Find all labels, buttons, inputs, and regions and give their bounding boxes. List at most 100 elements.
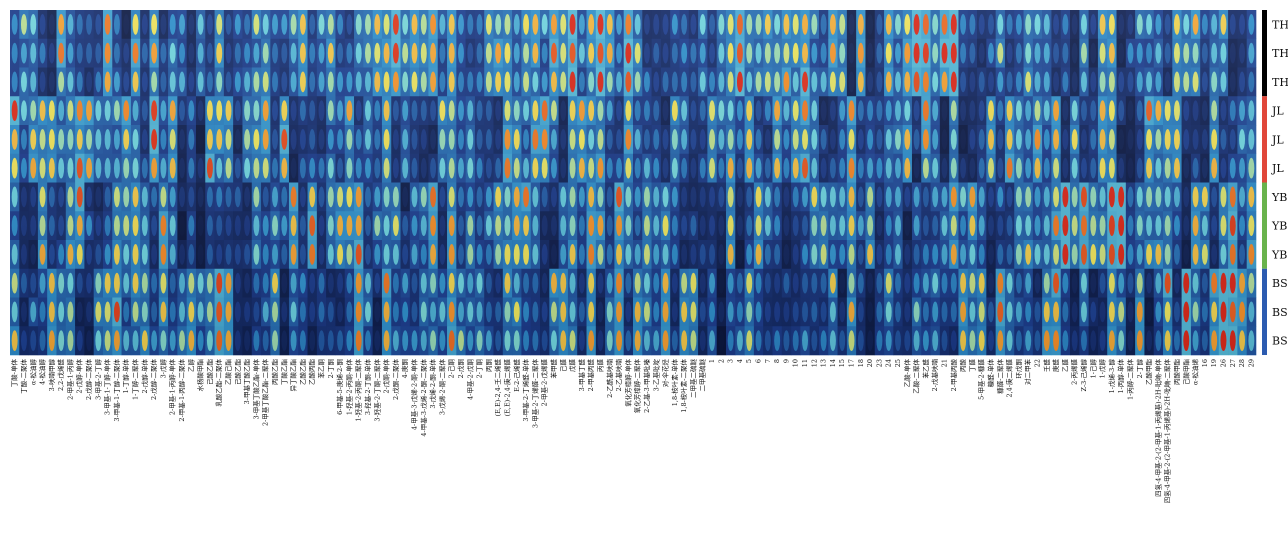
column-label: Z-3-己烯醇 — [1079, 359, 1088, 392]
column-label: 乙醛 — [1060, 359, 1069, 373]
column-label: (E,E)-2,4-庚二烯醛 — [502, 359, 511, 417]
column-label: 2-戊醇-单体 — [75, 359, 84, 394]
column-label: 2-丁酮 — [327, 359, 335, 379]
column-label: 1-戊烯-3-醇 — [1107, 359, 1116, 394]
column-label: 4-甲基-3-戊烯-2-酮-二聚体 — [419, 359, 428, 437]
column-label: 丙酸甲酯 — [1172, 359, 1181, 386]
column-label: 3-戊烯-2-酮-单体 — [428, 359, 437, 409]
column-label: 4-庚酮 — [400, 359, 409, 379]
column-label: 己醛 — [558, 359, 567, 373]
column-label: 9 — [782, 359, 790, 363]
column-label: 12 — [810, 359, 818, 367]
column-label: 2-戊醇-单体 — [140, 359, 149, 394]
column-label: 乙醇 — [186, 359, 195, 373]
column-label: 5 — [745, 359, 753, 363]
column-label: α-松油醇 — [28, 359, 37, 386]
column-label: 1,8-桉叶素-单体 — [670, 359, 679, 407]
column-label: 18 — [857, 359, 865, 367]
column-label: 23 — [875, 359, 883, 367]
column-label: 2-甲基丙酸 — [949, 359, 958, 392]
group-bar-th — [1262, 10, 1267, 97]
column-label: 4 — [736, 359, 744, 363]
column-label: (E,E)-2,4-壬二烯醛 — [493, 359, 502, 417]
column-labels: 丁酸-单体 丁酸-二聚体 α-松油醇 4-松油醇 3-呋喃甲醇 2,2-戊烯醛 2-甲基-1… — [10, 359, 1256, 504]
column-label: 17 — [848, 359, 856, 367]
column-label: 3-羟基-2-丁酮-单体 — [363, 359, 372, 416]
column-label: 27 — [1229, 359, 1237, 367]
column-label: 2-丙烯醛 — [1070, 359, 1079, 385]
column-label: 2-乙基呋喃 — [614, 359, 623, 392]
column-label: 7 — [764, 359, 772, 363]
column-label: 2-戊酮 — [456, 359, 465, 379]
column-label: 2-戊醇-二聚体 — [149, 359, 158, 401]
row-label: YB — [1271, 220, 1287, 233]
column-label: 24 — [885, 359, 893, 367]
row-label: YB — [1271, 191, 1287, 204]
column-label: 对-伞花烃 — [661, 359, 670, 388]
column-label: 3-甲基丁酸乙酯-单体 — [251, 359, 260, 420]
column-label: 对二甲苯 — [1023, 359, 1032, 386]
column-label: 1 — [708, 359, 716, 363]
column-label: 庚醛 — [1051, 359, 1060, 373]
column-label: 丁醛 — [967, 359, 976, 373]
column-label: 丙酮 — [485, 359, 493, 373]
column-label: 1-丁醇-单体 — [121, 359, 130, 394]
column-label: 1-羟基-2-丙酮-单体 — [344, 359, 353, 416]
column-label: 3-甲基丁酸乙酯 — [242, 359, 251, 405]
column-label: 29 — [1247, 359, 1255, 367]
column-label: 丙酸 — [958, 359, 967, 373]
column-label: 氧化芳樟醇-单体 — [623, 359, 632, 407]
column-label: 环戊酮 — [1014, 359, 1023, 379]
row-label: TH — [1272, 47, 1288, 60]
column-label: 丁酸乙酯 — [279, 359, 288, 386]
column-label: 3-甲基-2-丁烯醛-二聚体 — [530, 359, 539, 429]
column-label: 3-甲基-1-丁醇-单体 — [103, 359, 112, 416]
sample-group-bars — [1262, 10, 1267, 355]
column-label: 3-甲基-2-丁烯醛-单体 — [521, 359, 530, 422]
row-label: BS — [1272, 306, 1288, 319]
column-label: 1-羟基-2-丙酮-二聚体 — [354, 359, 363, 422]
column-label: α-松油烯 — [1191, 359, 1200, 386]
column-label: 3 — [727, 359, 735, 363]
column-label: 苯乙酮 — [317, 359, 326, 379]
row-label: BS — [1272, 335, 1288, 348]
column-label: 壬醛 — [1042, 359, 1051, 373]
column-label: 己酸乙酯 — [233, 359, 242, 386]
group-bar-yb — [1262, 182, 1267, 269]
column-label: 21 — [941, 359, 949, 367]
column-label: 2,2-戊烯醛 — [56, 359, 65, 392]
column-label: 乙酸甲酯 — [1144, 359, 1153, 386]
column-label: 乳酸乙酯-二聚体 — [214, 359, 223, 407]
column-label: 26 — [1219, 359, 1227, 367]
column-label: 苯乙醛 — [921, 359, 930, 379]
column-label: 3-戊醇 — [158, 359, 167, 379]
heatmap-shading — [10, 10, 1256, 355]
column-label: 1-己醇 — [1088, 359, 1097, 379]
column-label: 2-己酮 — [448, 359, 456, 379]
column-label: 2 — [717, 359, 725, 363]
column-label: 苯甲醛 — [549, 359, 558, 379]
column-label: 1,8-桉叶素-二聚体 — [679, 359, 688, 413]
column-label: 乙酸-单体 — [902, 359, 911, 388]
column-label: 19 — [1210, 359, 1218, 367]
column-label: 氧化芳樟醇-二聚体 — [633, 359, 642, 414]
column-label: 3-甲基-1-丁醇-二聚体 — [112, 359, 121, 422]
row-label: TH — [1272, 18, 1288, 31]
column-label: 异丁酸乙酯 — [289, 359, 298, 392]
column-label: 10 — [792, 359, 800, 367]
column-label: 四氢-4-甲基-2-(2-甲基-1-丙烯基)-2H-吡喃-单体 — [1153, 359, 1162, 497]
column-label: 6 — [755, 359, 763, 363]
row-label: JL — [1271, 133, 1284, 146]
column-label: 2-乙酰基呋喃 — [605, 359, 614, 398]
column-label: 乙酸乙酯 — [298, 359, 307, 386]
column-label: 2-戊醇-二聚体 — [84, 359, 93, 401]
column-label: 15 — [838, 359, 846, 367]
column-label: 2-甲基丙醛 — [586, 359, 595, 392]
column-label: 25 — [894, 359, 902, 367]
column-label: 四氢-4-甲基-2-(2-甲基-1-丙烯基)-2H-吡喃-二聚体 — [1163, 359, 1172, 504]
column-label: 4-甲基-3-戊烯-2-酮-单体 — [409, 359, 418, 431]
column-label: 3-呋喃甲醇 — [47, 359, 56, 392]
column-label: 28 — [1238, 359, 1246, 367]
column-label: 3-羟基-2-丁酮-二聚体 — [372, 359, 381, 422]
